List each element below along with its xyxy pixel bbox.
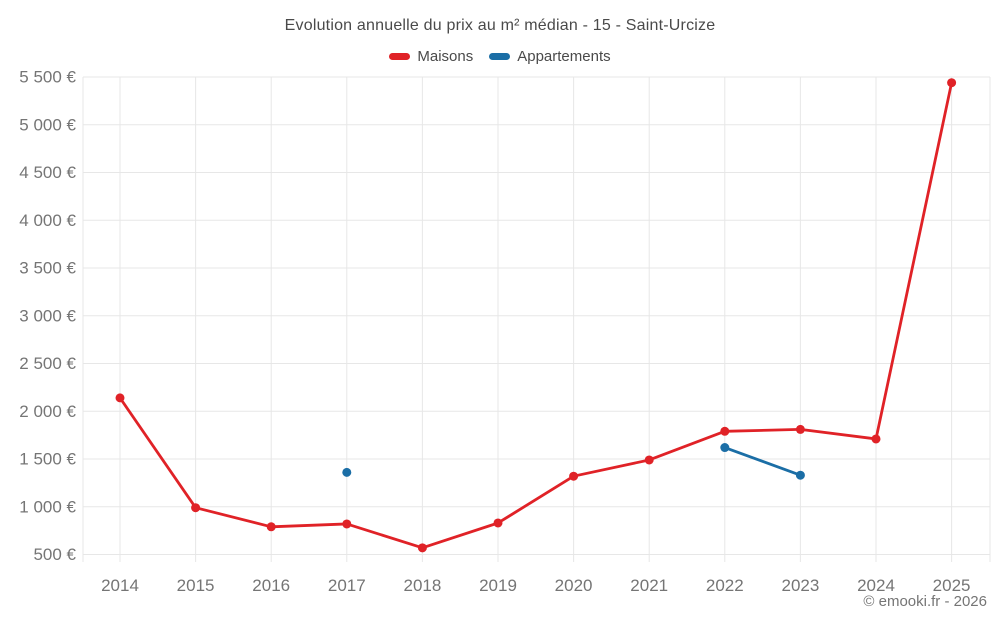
y-axis-tick-label: 4 000 € bbox=[19, 211, 76, 230]
x-axis-tick-label: 2020 bbox=[555, 576, 593, 595]
y-axis-tick-label: 1 000 € bbox=[19, 497, 76, 516]
x-axis-tick-label: 2018 bbox=[403, 576, 441, 595]
copyright-text: © emooki.fr - 2026 bbox=[863, 593, 987, 610]
legend-item-appartements[interactable]: Appartements bbox=[489, 47, 611, 65]
x-axis-tick-label: 2021 bbox=[630, 576, 668, 595]
appartements-legend-swatch bbox=[489, 52, 511, 60]
data-point-maisons-2019[interactable] bbox=[493, 518, 503, 528]
maisons-legend-swatch bbox=[389, 52, 411, 60]
data-point-maisons-2021[interactable] bbox=[644, 455, 654, 465]
y-axis-tick-label: 2 000 € bbox=[19, 402, 76, 421]
series-line-appartements bbox=[723, 446, 802, 477]
y-axis-tick-label: 3 000 € bbox=[19, 306, 76, 325]
y-axis-tick-label: 500 € bbox=[33, 545, 76, 564]
y-axis-tick-label: 5 500 € bbox=[19, 68, 76, 87]
appartements-legend-label: Appartements bbox=[517, 47, 611, 65]
data-point-maisons-2024[interactable] bbox=[871, 434, 881, 444]
chart-legend: Maisons Appartements bbox=[0, 46, 1000, 66]
data-point-maisons-2020[interactable] bbox=[569, 471, 579, 481]
data-point-appartements-2017[interactable] bbox=[342, 467, 352, 477]
data-point-maisons-2015[interactable] bbox=[191, 503, 201, 513]
data-point-appartements-2022[interactable] bbox=[720, 443, 730, 453]
x-axis-tick-label: 2019 bbox=[479, 576, 517, 595]
y-axis-tick-label: 1 500 € bbox=[19, 450, 76, 469]
x-axis-tick-label: 2024 bbox=[857, 576, 895, 595]
data-point-maisons-2023[interactable] bbox=[795, 424, 805, 434]
legend-item-maisons[interactable]: Maisons bbox=[389, 48, 473, 65]
data-point-maisons-2017[interactable] bbox=[342, 519, 352, 529]
y-axis-tick-label: 5 000 € bbox=[19, 115, 76, 134]
x-axis-tick-label: 2017 bbox=[328, 576, 366, 595]
x-axis-tick-label: 2023 bbox=[781, 576, 819, 595]
x-axis-tick-label: 2015 bbox=[177, 576, 215, 595]
data-point-appartements-2023[interactable] bbox=[795, 470, 805, 480]
y-axis-tick-label: 3 500 € bbox=[19, 259, 76, 278]
y-axis-tick-label: 2 500 € bbox=[19, 354, 76, 373]
maisons-legend-label: Maisons bbox=[417, 47, 474, 65]
x-axis-tick-label: 2016 bbox=[252, 576, 290, 595]
data-point-maisons-2014[interactable] bbox=[115, 393, 125, 403]
data-point-maisons-2016[interactable] bbox=[266, 522, 276, 532]
chart-title: Evolution annuelle du prix au m² médian … bbox=[284, 17, 716, 34]
x-axis-tick-label: 2022 bbox=[706, 576, 744, 595]
data-point-maisons-2025[interactable] bbox=[947, 78, 957, 88]
data-point-maisons-2022[interactable] bbox=[720, 426, 730, 436]
data-point-maisons-2018[interactable] bbox=[417, 543, 427, 553]
x-axis-tick-label: 2014 bbox=[101, 576, 139, 595]
y-axis-tick-label: 4 500 € bbox=[19, 163, 76, 182]
series-line-maisons bbox=[118, 81, 953, 550]
x-axis-tick-label: 2025 bbox=[933, 576, 971, 595]
